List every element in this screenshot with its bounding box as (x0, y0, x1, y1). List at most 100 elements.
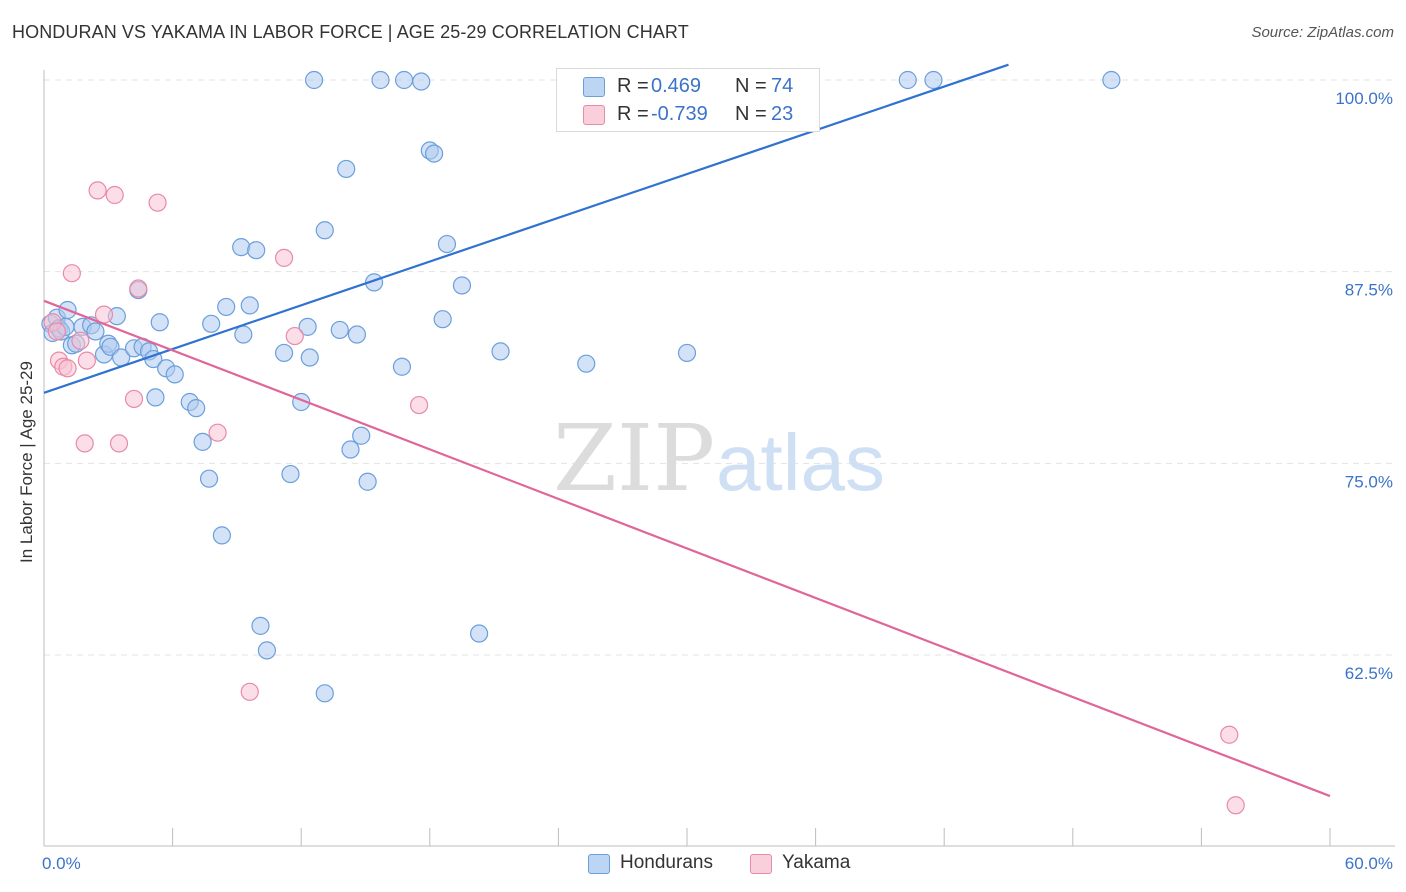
trend-lines (43, 63, 1331, 798)
y-tick-label: 62.5% (1345, 664, 1393, 683)
data-point-hondurans[interactable] (347, 325, 367, 344)
data-point-yakama[interactable] (240, 682, 259, 701)
data-point-hondurans[interactable] (232, 238, 251, 257)
data-point-yakama[interactable] (409, 395, 429, 415)
data-point-hondurans[interactable] (86, 322, 105, 341)
data-point-hondurans[interactable] (452, 276, 472, 295)
data-point-hondurans[interactable] (315, 221, 334, 240)
legend-swatch-yakama (583, 105, 605, 125)
legend-r-value: 0.469 (651, 75, 702, 97)
data-point-hondurans[interactable] (217, 297, 236, 317)
data-point-yakama[interactable] (1220, 725, 1239, 744)
watermark: ZIP atlas (553, 405, 885, 512)
data-point-yakama[interactable] (105, 185, 124, 205)
data-point-hondurans[interactable] (392, 357, 412, 376)
series-legend: Hondurans Yakama (0, 852, 1406, 878)
axes (43, 70, 1395, 847)
legend-r-value: -0.739 (651, 103, 708, 125)
data-point-hondurans[interactable] (257, 641, 277, 660)
data-point-yakama[interactable] (129, 279, 148, 298)
data-point-hondurans[interactable] (101, 337, 120, 356)
tick-labels: 100.0% 87.5% 75.0% 62.5% 0.0% 60.0% (42, 89, 1393, 873)
data-point-yakama[interactable] (208, 423, 227, 442)
data-point-hondurans[interactable] (330, 320, 349, 340)
data-point-hondurans[interactable] (394, 70, 414, 90)
legend-n-value: 74 (771, 75, 794, 97)
legend-n-label: N = (735, 75, 767, 97)
legend-label-yakama: Yakama (782, 852, 851, 873)
data-point-hondurans[interactable] (212, 526, 231, 545)
legend-swatch-hondurans (588, 854, 610, 874)
chart-source: Source: ZipAtlas.com (1251, 24, 1394, 41)
data-point-hondurans[interactable] (199, 469, 219, 488)
legend-swatch-hondurans (583, 77, 605, 97)
data-point-hondurans[interactable] (412, 72, 431, 91)
data-point-yakama[interactable] (109, 434, 129, 453)
chart-title: HONDURAN VS YAKAMA IN LABOR FORCE | AGE … (12, 22, 689, 42)
data-point-hondurans[interactable] (150, 313, 169, 332)
data-point-hondurans[interactable] (469, 624, 489, 643)
trend-line-yakama (43, 299, 1331, 798)
data-point-hondurans[interactable] (1102, 70, 1121, 90)
data-point-hondurans[interactable] (437, 234, 457, 254)
data-point-yakama[interactable] (274, 248, 294, 267)
data-point-yakama[interactable] (1226, 796, 1245, 815)
data-point-hondurans[interactable] (187, 399, 206, 418)
watermark-atlas: atlas (716, 418, 885, 507)
y-tick-label: 75.0% (1345, 472, 1393, 491)
data-point-hondurans[interactable] (924, 70, 943, 90)
legend-n-label: N = (735, 103, 767, 125)
data-point-hondurans[interactable] (298, 317, 317, 336)
data-point-hondurans[interactable] (341, 440, 360, 459)
data-point-hondurans[interactable] (371, 70, 390, 90)
data-point-hondurans[interactable] (146, 388, 165, 407)
legend-row-yakama: R = -0.739 N = 23 (557, 101, 819, 129)
legend-n-value: 23 (771, 103, 794, 125)
data-point-hondurans[interactable] (247, 241, 266, 260)
legend-swatch-yakama (750, 854, 772, 874)
legend-label-hondurans: Hondurans (620, 852, 713, 873)
data-point-yakama[interactable] (58, 359, 77, 378)
x-tick-label: 60.0% (1345, 854, 1393, 873)
data-point-yakama[interactable] (88, 181, 107, 200)
watermark-zip: ZIP (553, 405, 715, 512)
data-point-hondurans[interactable] (281, 464, 300, 484)
data-point-yakama[interactable] (75, 434, 94, 453)
data-point-hondurans[interactable] (577, 354, 596, 373)
legend-r-label: R = (617, 103, 649, 125)
data-point-hondurans[interactable] (251, 616, 270, 635)
data-point-hondurans[interactable] (202, 314, 221, 333)
data-point-yakama[interactable] (62, 264, 81, 283)
data-point-hondurans[interactable] (274, 343, 294, 363)
data-point-hondurans[interactable] (424, 144, 444, 163)
data-point-yakama[interactable] (77, 351, 96, 370)
data-point-hondurans[interactable] (304, 70, 324, 90)
data-point-hondurans[interactable] (193, 432, 212, 451)
data-point-hondurans[interactable] (234, 325, 253, 344)
series-hondurans (41, 70, 1121, 703)
data-point-hondurans[interactable] (898, 70, 917, 90)
data-point-yakama[interactable] (148, 193, 167, 212)
data-point-hondurans[interactable] (433, 310, 452, 329)
data-point-yakama[interactable] (285, 326, 304, 346)
y-tick-label: 87.5% (1345, 281, 1393, 300)
data-point-hondurans[interactable] (677, 343, 697, 363)
data-point-hondurans[interactable] (165, 365, 184, 384)
data-point-hondurans[interactable] (358, 472, 377, 491)
legend-row-hondurans: R = 0.469 N = 74 (557, 73, 819, 101)
data-point-hondurans[interactable] (240, 296, 259, 315)
data-point-yakama[interactable] (47, 322, 66, 341)
data-point-yakama[interactable] (71, 331, 90, 350)
data-point-hondurans[interactable] (337, 159, 356, 179)
y-tick-label: 100.0% (1335, 89, 1393, 108)
legend-r-label: R = (617, 75, 649, 97)
data-point-hondurans[interactable] (300, 348, 319, 367)
data-point-hondurans[interactable] (315, 684, 334, 703)
correlation-legend: R = 0.469 N = 74 R = -0.739 N = 23 (556, 68, 820, 132)
trend-line-hondurans (43, 63, 1009, 394)
data-point-hondurans[interactable] (491, 342, 510, 361)
data-point-yakama[interactable] (124, 389, 144, 409)
data-point-hondurans[interactable] (352, 426, 371, 445)
gridlines (44, 79, 1395, 656)
